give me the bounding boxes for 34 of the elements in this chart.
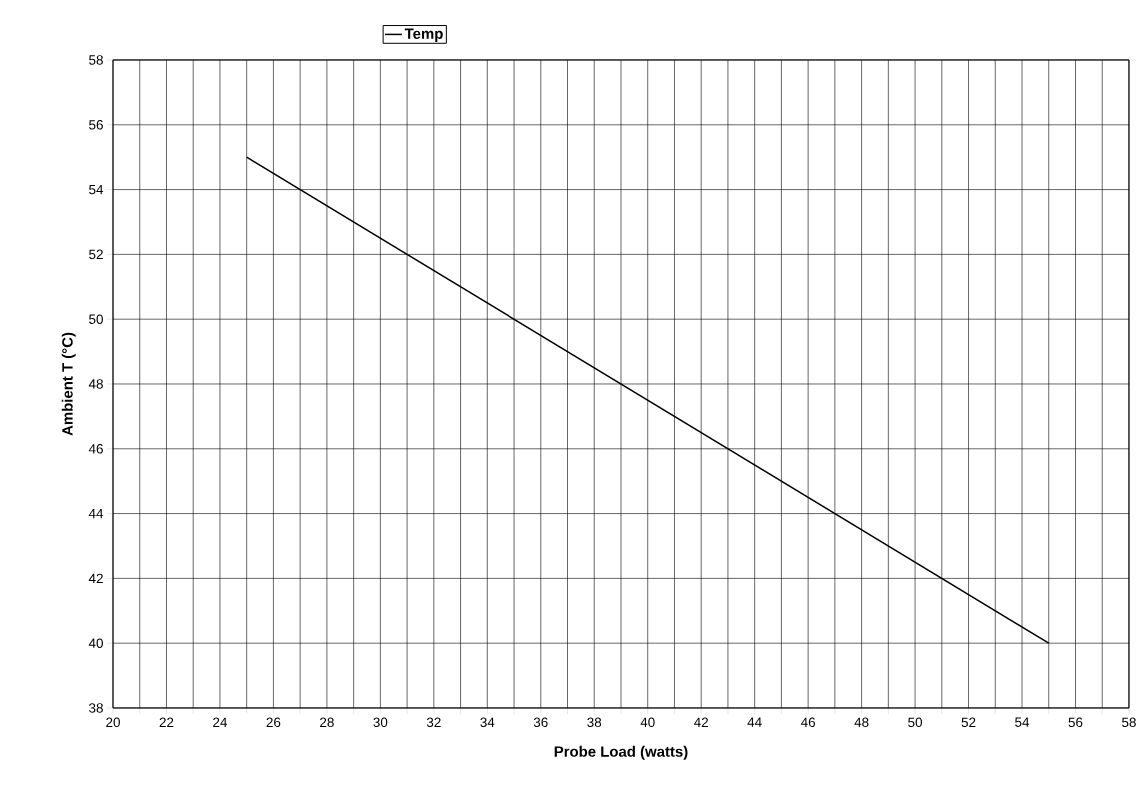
x-tick-label: 20 [106,717,120,728]
x-tick-label: 52 [961,717,976,728]
y-axis-title: Ambient T (°C) [61,332,76,436]
y-tick-label: 58 [89,55,103,65]
x-tick-label: 36 [533,717,548,728]
y-tick-label: 52 [89,249,103,260]
y-tick-label: 46 [88,444,103,454]
x-tick-label: 34 [480,717,495,728]
x-tick-label: 46 [800,717,816,728]
y-tick-label: 44 [88,508,104,519]
x-tick-label: 28 [320,717,334,728]
x-tick-label: 22 [159,717,174,727]
x-tick-label: 54 [1015,717,1030,727]
y-tick-label: 54 [89,184,104,195]
y-tick-label: 40 [88,638,103,648]
y-tick-label: 42 [88,573,103,584]
x-tick-label: 58 [1122,717,1136,728]
x-tick-label: 42 [694,717,708,727]
x-tick-label: 56 [1068,717,1083,728]
y-tick-label: 56 [89,120,103,130]
x-tick-label: 30 [373,717,388,728]
x-tick-label: 38 [587,717,602,728]
x-tick-label: 44 [747,717,762,727]
x-tick-label: 26 [266,717,281,728]
y-tick-label: 50 [89,314,103,324]
y-tick-label: 38 [89,703,103,713]
x-tick-label: 50 [908,717,923,728]
x-tick-label: 40 [640,717,655,728]
x-tick-label: 48 [854,717,869,728]
legend-label: Temp [404,28,443,42]
x-tick-label: 24 [213,717,228,727]
x-tick-label: 32 [426,717,441,728]
x-axis-title: Probe Load (watts) [554,745,688,760]
y-tick-label: 48 [88,379,103,389]
